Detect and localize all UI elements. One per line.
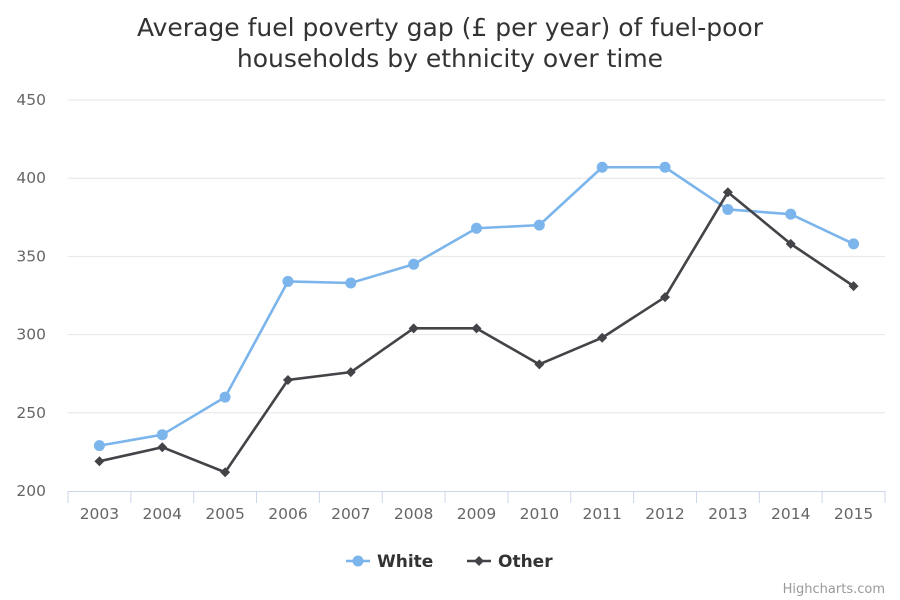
x-tick-label: 2008 (394, 505, 433, 523)
y-tick-label: 450 (16, 91, 46, 109)
data-point-other[interactable] (722, 187, 733, 198)
series (93, 161, 860, 478)
x-tick-label: 2012 (645, 505, 684, 523)
data-point-white[interactable] (219, 391, 231, 403)
data-point-white[interactable] (848, 238, 860, 250)
x-tick-label: 2003 (80, 505, 119, 523)
x-tick-label: 2007 (331, 505, 370, 523)
x-tick-label: 2013 (708, 505, 747, 523)
data-point-white[interactable] (93, 440, 105, 452)
data-point-other[interactable] (848, 281, 859, 292)
y-tick-label: 400 (16, 169, 46, 187)
data-point-other[interactable] (157, 442, 168, 453)
chart-title-line-1: Average fuel poverty gap (£ per year) of… (137, 13, 764, 42)
y-tick-label: 300 (16, 326, 46, 344)
x-tick-label: 2006 (268, 505, 307, 523)
series-line-white (98, 165, 855, 447)
y-tick-label: 350 (16, 247, 46, 265)
y-tick-label: 250 (16, 404, 46, 422)
legend: White Other (346, 552, 553, 572)
data-point-other[interactable] (785, 238, 796, 249)
y-tick-label: 200 (16, 482, 46, 500)
x-tick-label: 2015 (834, 505, 873, 523)
data-point-other[interactable] (408, 323, 419, 334)
data-point-white[interactable] (345, 277, 357, 289)
series-other (94, 187, 859, 478)
data-point-white[interactable] (533, 219, 545, 231)
data-point-white[interactable] (471, 222, 482, 234)
legend-marker-other (474, 556, 484, 566)
data-point-other[interactable] (345, 367, 356, 378)
x-tick-label: 2010 (520, 505, 559, 523)
data-point-other[interactable] (220, 467, 231, 478)
y-axis: 200 250 300 350 400 450 (16, 91, 46, 500)
x-tick-label: 2014 (771, 505, 810, 523)
chart-title-line-2: households by ethnicity over time (237, 44, 663, 73)
data-point-white[interactable] (282, 275, 294, 287)
legend-item-other[interactable]: Other (467, 552, 553, 572)
data-point-white[interactable] (785, 208, 797, 220)
legend-label-other: Other (498, 552, 553, 572)
data-point-white[interactable] (408, 258, 420, 270)
data-point-white[interactable] (722, 203, 734, 215)
grid (68, 99, 885, 414)
data-point-other[interactable] (597, 332, 608, 343)
x-tick-label: 2004 (143, 505, 182, 523)
legend-item-white[interactable]: White (346, 552, 433, 572)
data-point-other[interactable] (534, 359, 545, 370)
x-tick-label: 2005 (205, 505, 244, 523)
data-point-white[interactable] (596, 161, 608, 173)
data-point-other[interactable] (660, 292, 671, 303)
x-tick-label: 2009 (457, 505, 496, 523)
data-point-white[interactable] (156, 429, 168, 441)
credits-link[interactable]: Highcharts.com (783, 582, 885, 597)
chart-title: Average fuel poverty gap (£ per year) of… (137, 13, 764, 73)
data-point-other[interactable] (282, 374, 293, 385)
series-white (93, 161, 860, 452)
data-point-other[interactable] (94, 456, 105, 467)
legend-label-white: White (377, 552, 433, 572)
x-axis: 2003 2004 2005 2006 2007 2008 2009 2010 2011 2012… (67, 491, 886, 523)
data-point-white[interactable] (659, 161, 671, 173)
x-tick-label: 2011 (582, 505, 621, 523)
data-point-other[interactable] (471, 323, 482, 334)
legend-marker-white (352, 555, 364, 567)
